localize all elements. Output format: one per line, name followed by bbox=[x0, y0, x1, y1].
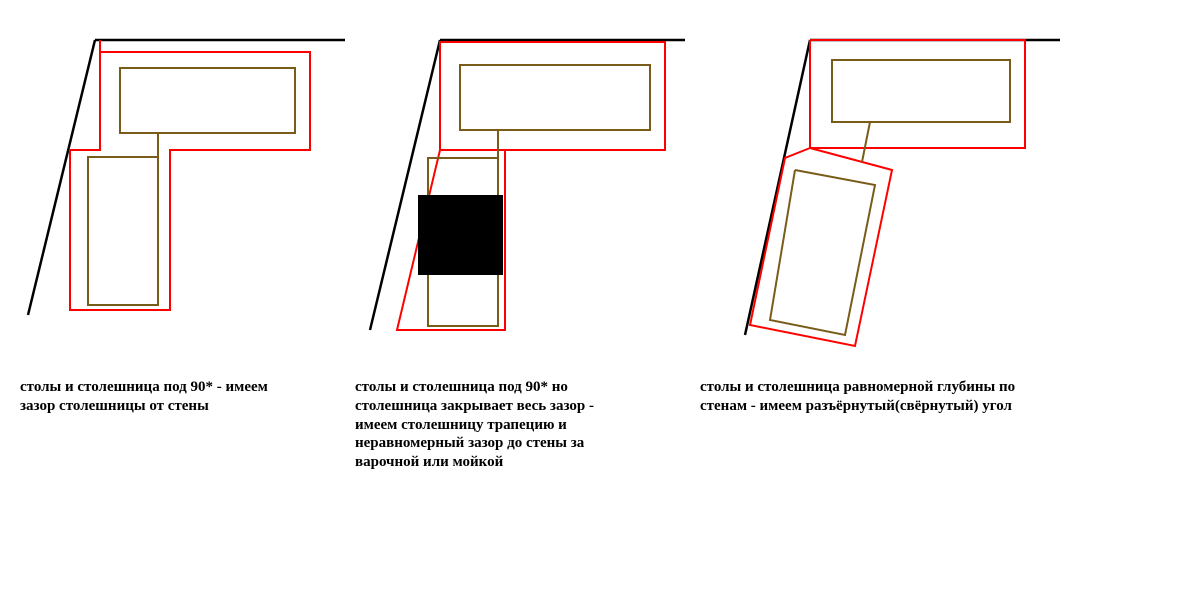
diagram-variant-c bbox=[0, 0, 1100, 370]
caption-variant-b: столы и столешница под 90* но столешница… bbox=[355, 378, 685, 472]
caption-variant-a: столы и столешница под 90* - имеем зазор… bbox=[20, 378, 340, 416]
caption-variant-c: столы и столешница равномерной глубины п… bbox=[700, 378, 1130, 416]
diagram-svg-c bbox=[0, 0, 1100, 370]
